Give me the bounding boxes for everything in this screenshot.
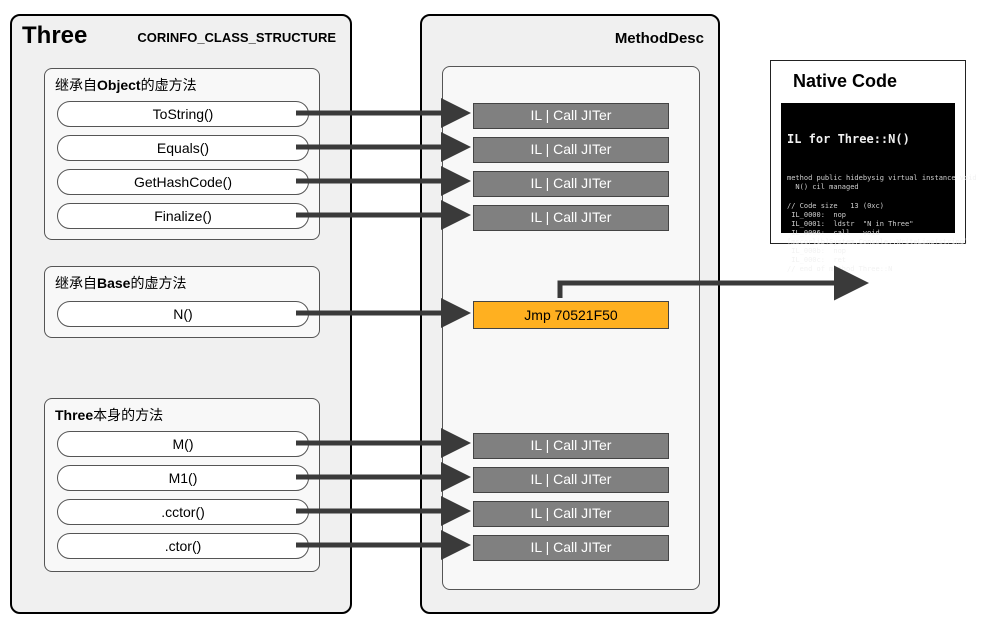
desc-ctor: IL | Call JITer bbox=[473, 535, 669, 561]
method-tostring: ToString() bbox=[57, 101, 309, 127]
desc-m1: IL | Call JITer bbox=[473, 467, 669, 493]
desc-equals: IL | Call JITer bbox=[473, 137, 669, 163]
group-three: Three本身的方法 M() M1() .cctor() .ctor() bbox=[44, 398, 320, 572]
native-code-content: IL for Three::N() method public hidebysi… bbox=[781, 103, 955, 233]
desc-finalize: IL | Call JITer bbox=[473, 205, 669, 231]
group-object: 继承自Object的虚方法 ToString() Equals() GetHas… bbox=[44, 68, 320, 240]
three-panel: Three CORINFO_CLASS_STRUCTURE 继承自Object的… bbox=[10, 14, 352, 614]
three-title: Three bbox=[22, 22, 87, 50]
three-subtitle: CORINFO_CLASS_STRUCTURE bbox=[137, 30, 336, 45]
desc-tostring: IL | Call JITer bbox=[473, 103, 669, 129]
desc-gethashcode: IL | Call JITer bbox=[473, 171, 669, 197]
methoddesc-inner: IL | Call JITer IL | Call JITer IL | Cal… bbox=[442, 66, 700, 590]
group-object-title: 继承自Object的虚方法 bbox=[55, 75, 197, 95]
method-n: N() bbox=[57, 301, 309, 327]
desc-cctor: IL | Call JITer bbox=[473, 501, 669, 527]
method-cctor: .cctor() bbox=[57, 499, 309, 525]
method-gethashcode: GetHashCode() bbox=[57, 169, 309, 195]
method-equals: Equals() bbox=[57, 135, 309, 161]
desc-jmp: Jmp 70521F50 bbox=[473, 301, 669, 329]
method-finalize: Finalize() bbox=[57, 203, 309, 229]
desc-m: IL | Call JITer bbox=[473, 433, 669, 459]
group-three-title: Three本身的方法 bbox=[55, 405, 163, 425]
method-ctor: .ctor() bbox=[57, 533, 309, 559]
native-code-box: Native Code IL for Three::N() method pub… bbox=[770, 60, 966, 244]
method-m1: M1() bbox=[57, 465, 309, 491]
method-m: M() bbox=[57, 431, 309, 457]
methoddesc-title: MethodDesc bbox=[615, 30, 704, 47]
native-code-title: Native Code bbox=[793, 71, 897, 92]
group-base-title: 继承自Base的虚方法 bbox=[55, 273, 186, 293]
group-base: 继承自Base的虚方法 N() bbox=[44, 266, 320, 338]
methoddesc-panel: MethodDesc IL | Call JITer IL | Call JIT… bbox=[420, 14, 720, 614]
